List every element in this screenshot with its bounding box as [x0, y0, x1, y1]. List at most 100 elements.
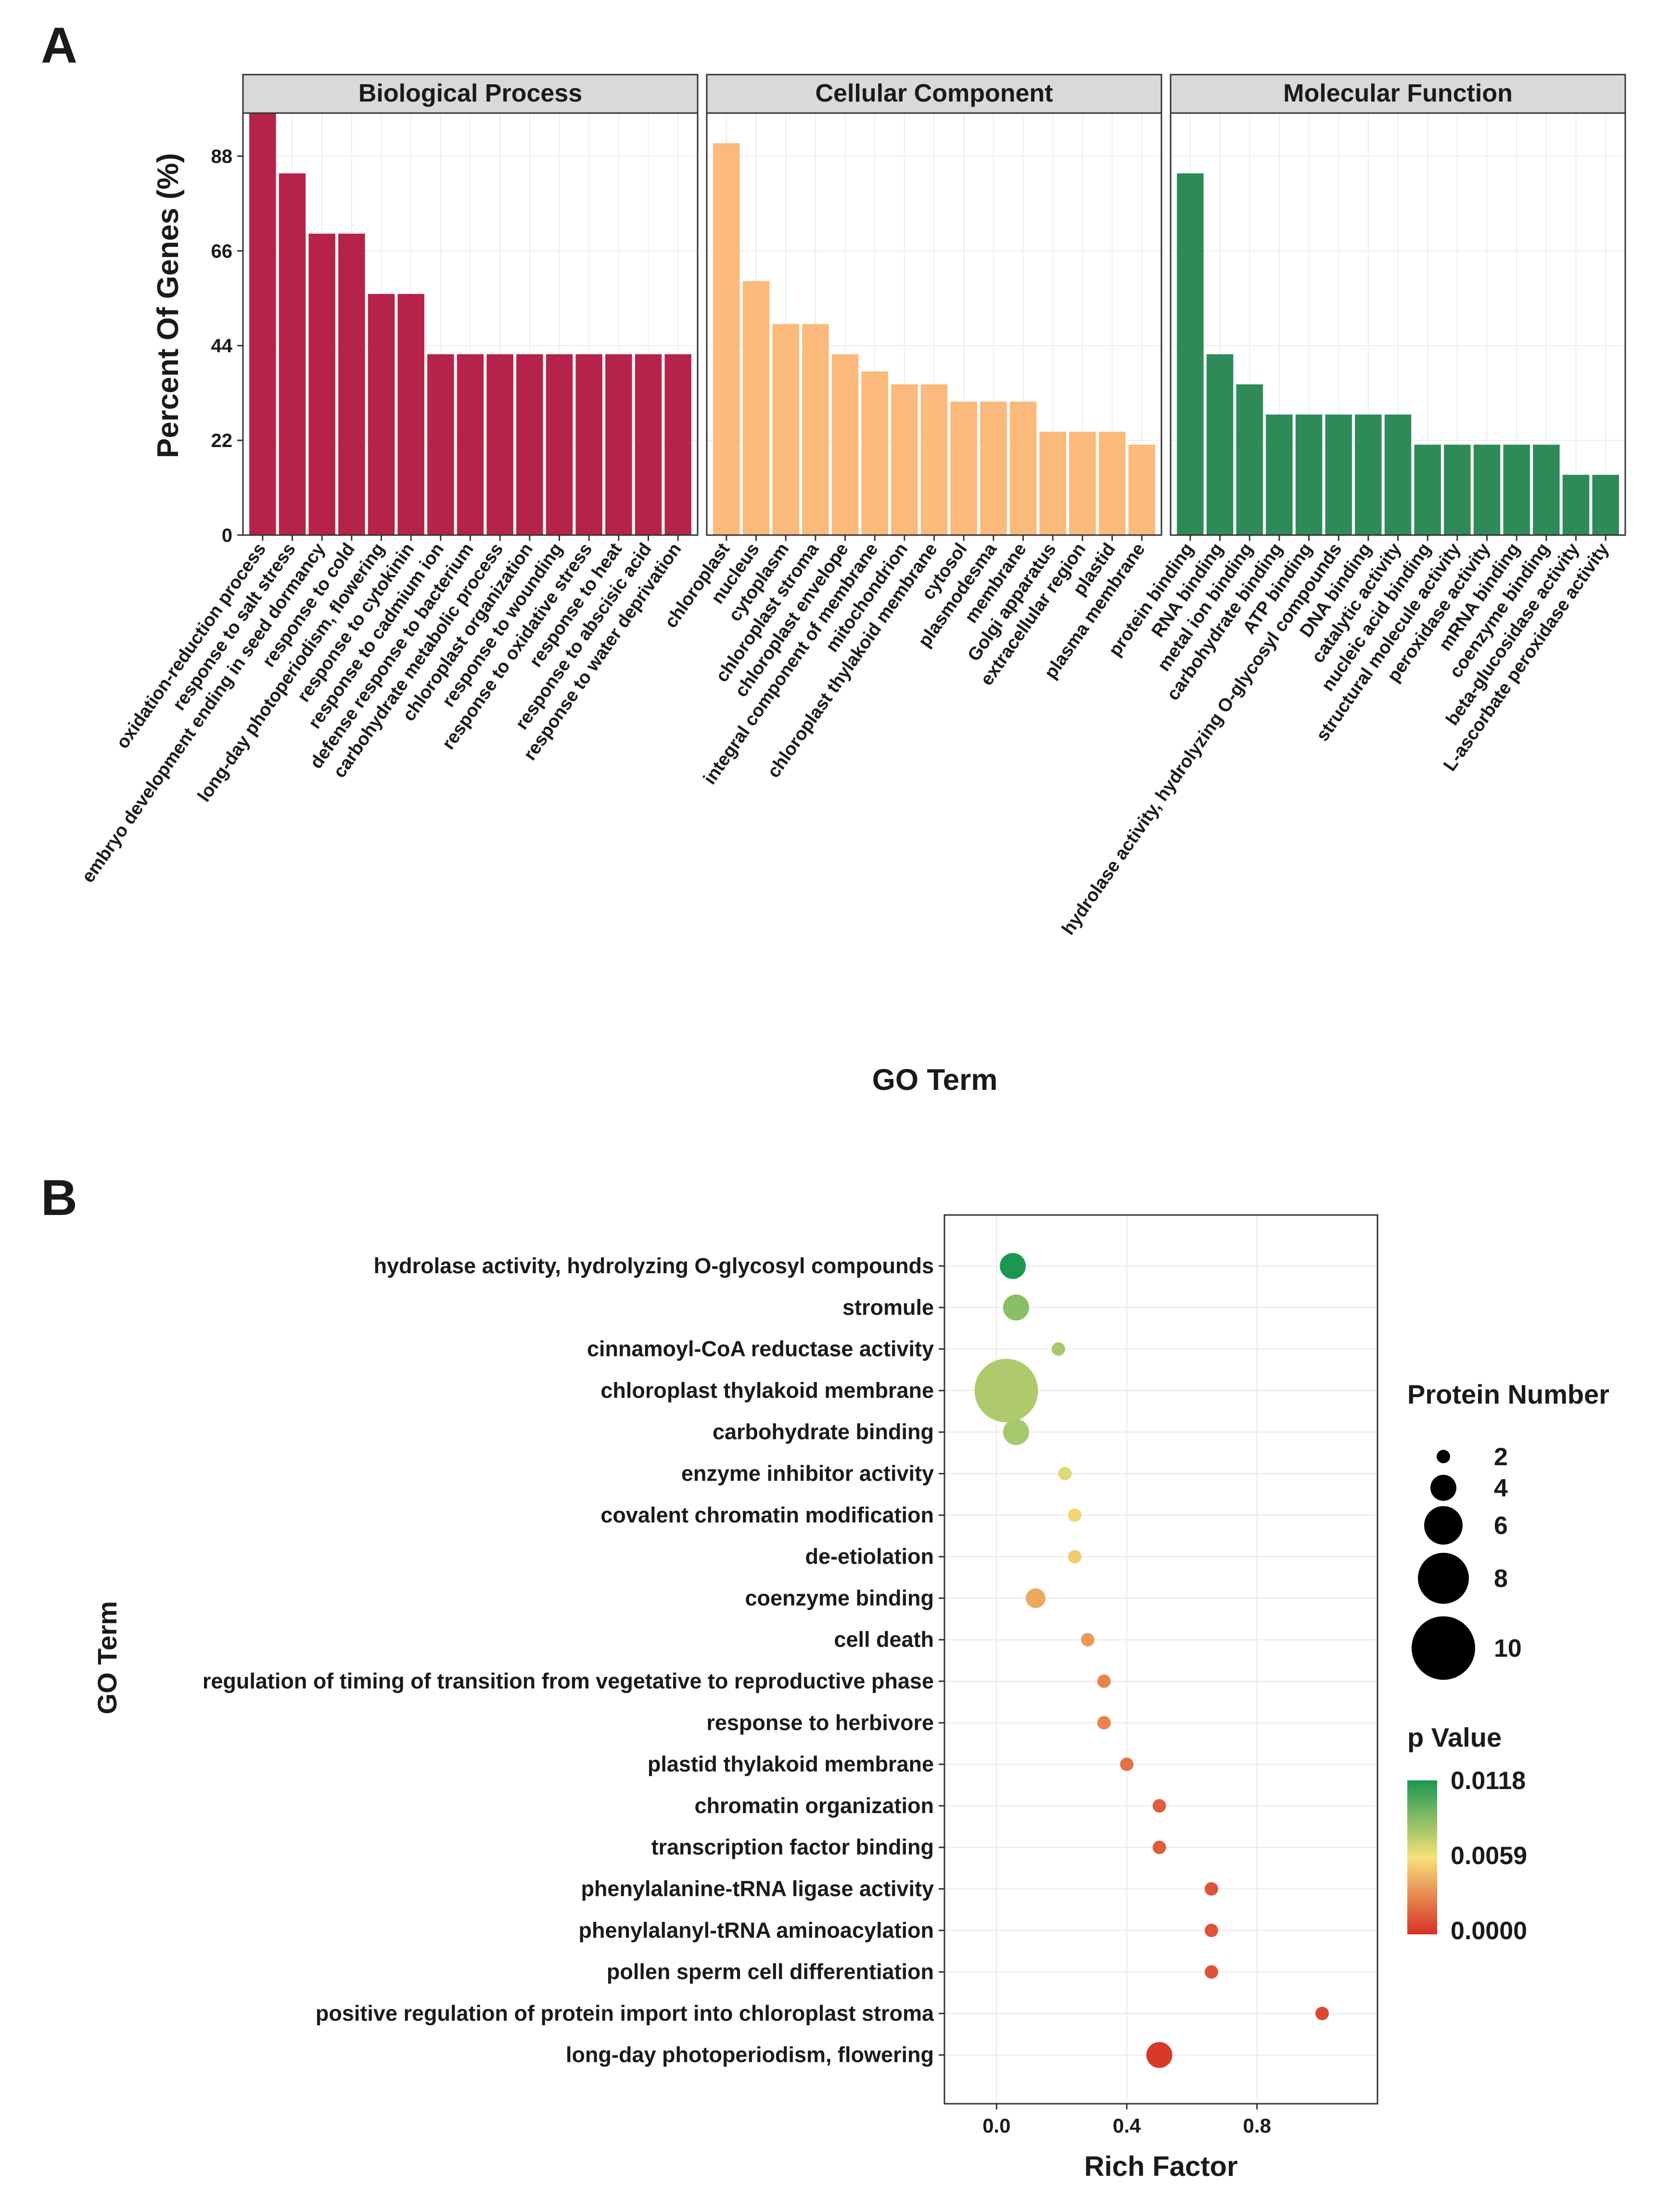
size-legend-dot [1437, 1450, 1450, 1463]
bar [1562, 474, 1590, 535]
bar [279, 173, 306, 535]
bar [1592, 474, 1619, 535]
term-label: pollen sperm cell differentiation [607, 1959, 934, 1984]
term-label: enzyme inhibitor activity [681, 1461, 934, 1486]
facet-border [1170, 112, 1626, 536]
bubble [1120, 1757, 1134, 1771]
bar [1414, 445, 1441, 535]
size-legend-label: 8 [1494, 1565, 1508, 1593]
bubble [1315, 2007, 1329, 2020]
facet-strip-label: Biological Process [358, 79, 582, 107]
panel-a-xlabel: GO Term [872, 1063, 998, 1097]
term-label: plastid thylakoid membrane [648, 1752, 934, 1777]
bar [1039, 432, 1066, 535]
bar [308, 233, 335, 536]
bubble [1152, 1799, 1166, 1813]
color-legend-label: 0.0059 [1451, 1842, 1527, 1870]
bar [368, 294, 395, 535]
term-label: cell death [834, 1627, 934, 1652]
term-label: stromule [842, 1295, 934, 1319]
bar [605, 354, 632, 535]
bar [1384, 414, 1412, 535]
bar [920, 384, 948, 535]
bar [546, 354, 573, 535]
bubble [974, 1358, 1038, 1422]
panel-b-xlabel: Rich Factor [1084, 2151, 1237, 2182]
term-label: covalent chromatin modification [600, 1503, 934, 1527]
bar [1533, 445, 1560, 535]
bar [1009, 401, 1037, 535]
bubble [1204, 1882, 1218, 1896]
bar [635, 354, 662, 535]
term-label: de-etiolation [805, 1544, 934, 1569]
bubble [1068, 1508, 1082, 1522]
bar [1444, 445, 1471, 535]
panel-a-label: A [41, 17, 77, 74]
term-label: long-day photoperiodism, flowering [566, 2043, 934, 2067]
bubble [1152, 1841, 1166, 1854]
panel-a-ytick-label: 88 [211, 146, 233, 167]
size-legend-label: 2 [1494, 1443, 1508, 1471]
bar [1295, 414, 1323, 535]
bubble [1051, 1342, 1065, 1356]
color-legend-label: 0.0118 [1451, 1767, 1526, 1795]
bubble [1097, 1716, 1111, 1730]
bar [1098, 432, 1126, 535]
panel-b-ylabel: GO Term [92, 1601, 122, 1714]
color-legend-label: 0.0000 [1451, 1917, 1527, 1945]
term-label: chromatin organization [694, 1793, 934, 1818]
term-label: hydrolase activity, hydrolyzing O-glycos… [374, 1253, 934, 1278]
bar [772, 324, 799, 535]
bar [831, 354, 859, 535]
term-label: phenylalanine-tRNA ligase activity [581, 1877, 934, 1901]
size-legend-label: 10 [1494, 1635, 1522, 1662]
bar [1473, 445, 1501, 535]
bar [1355, 414, 1382, 535]
bar [486, 354, 513, 535]
term-label: coenzyme binding [745, 1585, 934, 1610]
plot-border [943, 1214, 1378, 2105]
bar [1177, 173, 1204, 535]
bar [397, 294, 424, 535]
bubble [1204, 1965, 1218, 1979]
bubble [1204, 1923, 1218, 1937]
panel-a-ylabel: Percent Of Genes (%) [152, 153, 185, 458]
size-legend-dot [1424, 1506, 1463, 1545]
size-legend-dot [1430, 1475, 1456, 1501]
size-legend: 2 4 6 8 10 [1412, 1443, 1522, 1680]
x-tick-label: 0.8 [1243, 2114, 1271, 2137]
x-tick-label: embryo development ending in seed dorman… [78, 539, 330, 886]
bar [1069, 432, 1096, 535]
bar [249, 113, 276, 535]
bar [338, 233, 365, 536]
bubble [1003, 1294, 1029, 1321]
color-legend-title: p Value [1407, 1722, 1502, 1752]
size-legend-label: 6 [1494, 1512, 1508, 1540]
bar [980, 401, 1007, 535]
facet-strip [1170, 74, 1626, 114]
size-legend-dot [1418, 1553, 1469, 1604]
bar [664, 354, 691, 535]
facet-border [242, 112, 699, 536]
bar [891, 384, 918, 535]
term-label: transcription factor binding [651, 1835, 934, 1859]
bar [1206, 354, 1234, 535]
size-legend-dot [1412, 1616, 1475, 1680]
bar [861, 371, 888, 535]
bubble [1000, 1253, 1026, 1279]
facet-strip [706, 74, 1162, 114]
term-label: phenylalanyl-tRNA aminoacylation [579, 1918, 934, 1943]
bar [742, 281, 770, 535]
term-label: carbohydrate binding [713, 1419, 934, 1444]
x-tick-label: 0.0 [982, 2114, 1010, 2137]
bar [427, 354, 454, 535]
bubble [1097, 1675, 1111, 1688]
size-legend-title: Protein Number [1407, 1379, 1609, 1409]
panel-a-ytick-label: 66 [211, 241, 233, 262]
panel-a-y-axis: 0 22 44 66 88 [211, 146, 243, 546]
panel-a-ytick-label: 0 [222, 525, 232, 546]
panel-a-ytick-label: 22 [211, 430, 233, 451]
term-label: response to herbivore [706, 1710, 934, 1735]
p-value-colorbar [1407, 1780, 1437, 1934]
